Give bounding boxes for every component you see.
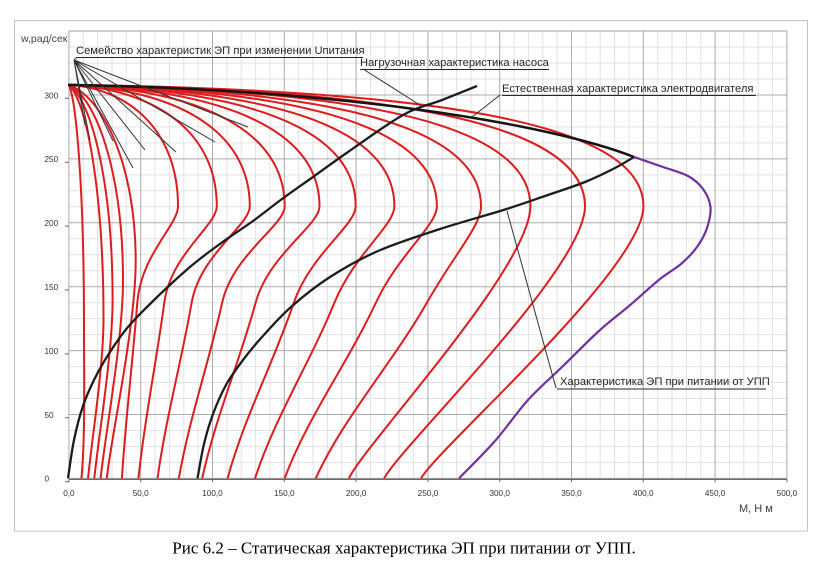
svg-text:150: 150 <box>45 283 59 292</box>
svg-text:Семейство характеристик ЭП при: Семейство характеристик ЭП при изменении… <box>76 45 365 57</box>
svg-text:Рис 6.2 – Статическая характер: Рис 6.2 – Статическая характеристика ЭП … <box>172 539 635 558</box>
svg-text:w,рад/сек: w,рад/сек <box>20 33 68 45</box>
svg-text:50: 50 <box>45 411 55 420</box>
svg-text:400,0: 400,0 <box>633 489 654 498</box>
svg-text:250: 250 <box>45 155 59 164</box>
svg-text:350,0: 350,0 <box>561 489 582 498</box>
svg-text:100: 100 <box>45 347 59 356</box>
svg-text:Естественная характеристика эл: Естественная характеристика электродвига… <box>502 83 753 95</box>
svg-text:0,0: 0,0 <box>63 489 75 498</box>
svg-text:500,0: 500,0 <box>777 489 798 498</box>
svg-text:0: 0 <box>45 475 50 484</box>
svg-text:Нагрузочная характеристика нас: Нагрузочная характеристика насоса <box>360 57 550 69</box>
svg-text:200,0: 200,0 <box>346 489 367 498</box>
svg-text:300: 300 <box>45 91 59 100</box>
svg-text:450,0: 450,0 <box>705 489 726 498</box>
svg-text:200: 200 <box>45 219 59 228</box>
svg-text:250,0: 250,0 <box>418 489 439 498</box>
svg-text:Характеристика ЭП при питании: Характеристика ЭП при питании от УПП <box>560 376 770 388</box>
svg-text:М, Н м: М, Н м <box>739 503 773 515</box>
svg-text:50,0: 50,0 <box>133 489 149 498</box>
svg-text:100,0: 100,0 <box>202 489 223 498</box>
svg-text:150,0: 150,0 <box>274 489 295 498</box>
svg-text:300,0: 300,0 <box>489 489 510 498</box>
